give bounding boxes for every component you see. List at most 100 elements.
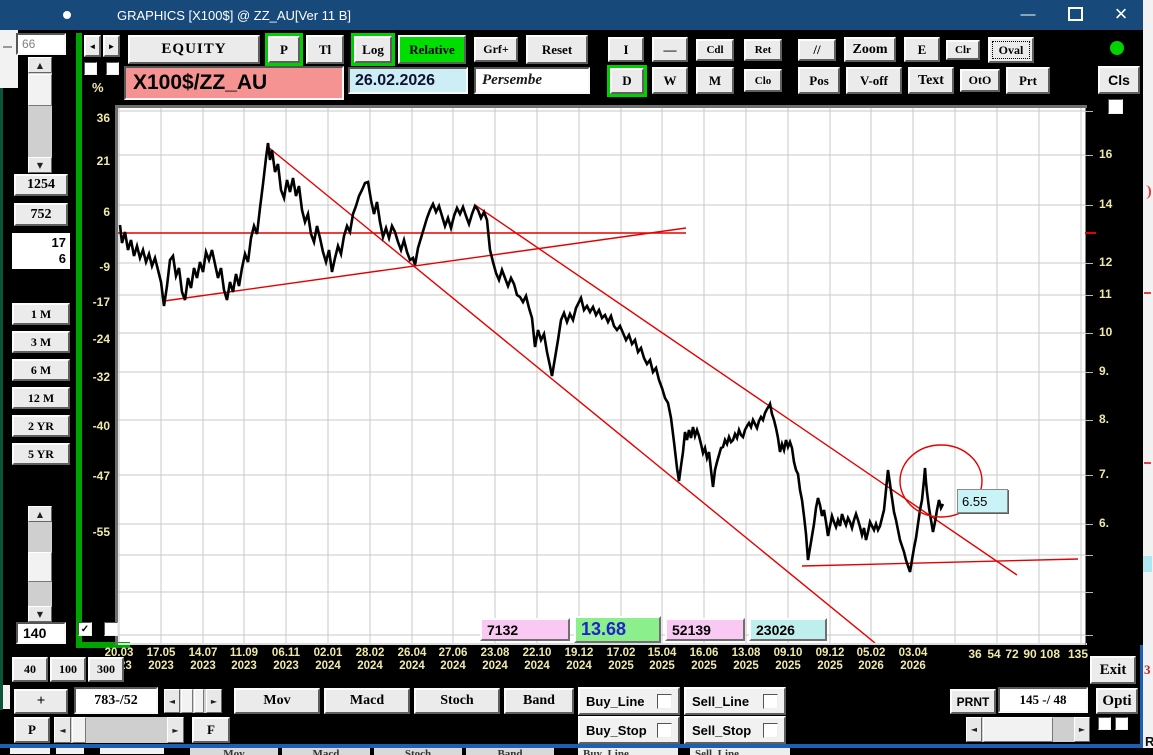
vertical-line-tool-button[interactable]: I [608, 37, 644, 62]
period-6m-button[interactable]: 6 M [12, 359, 70, 381]
scroll-right-button[interactable]: ► [206, 689, 222, 713]
up-arrow-icon: ▲ [36, 509, 44, 519]
next-arrow-button[interactable]: ► [103, 35, 120, 57]
axis-option-checkbox-2[interactable] [106, 62, 119, 75]
print-button[interactable]: Prt [1006, 67, 1050, 94]
counter-1254-button[interactable]: 1254 [14, 174, 68, 196]
price-chart-canvas[interactable] [118, 108, 1085, 644]
zoom-300-button[interactable]: 300 [88, 657, 124, 682]
sell-line-option[interactable]: Sell_Line [684, 687, 786, 715]
add-indicator-button[interactable]: + [14, 689, 68, 714]
scrollbar-segment[interactable] [181, 689, 193, 713]
counter-752-button[interactable]: 752 [14, 203, 68, 226]
period-1m-button[interactable]: 1 M [12, 303, 70, 325]
period-12m-button[interactable]: 12 M [12, 387, 70, 409]
prnt-button[interactable]: PRNT [950, 689, 996, 714]
background-band-button: Band [466, 747, 554, 755]
scroll-right-button[interactable]: ► [1074, 717, 1090, 742]
titlebar[interactable]: GRAPHICS [X100$] @ ZZ_AU[Ver 11 B] — × [0, 0, 1143, 30]
buy-line-option[interactable]: Buy_Line [578, 687, 680, 715]
opti-button[interactable]: Opti [1096, 688, 1138, 714]
close-button[interactable]: × [1114, 1, 1128, 26]
bars-count-field[interactable]: 140 [16, 622, 66, 644]
zoom-40-button[interactable]: 40 [12, 657, 48, 682]
parallel-tool-button[interactable]: // [798, 39, 836, 61]
scale-checkbox-checked[interactable]: ✓ [78, 622, 92, 636]
p-mode-button[interactable]: P [14, 717, 50, 743]
daily-button[interactable]: D [610, 68, 644, 94]
e-button[interactable]: E [904, 37, 940, 62]
scroll-left-button[interactable]: ◄ [54, 717, 71, 743]
scroll-left-button[interactable]: ◄ [966, 717, 982, 742]
horizontal-line-tool-button[interactable]: — [652, 37, 688, 62]
equity-button[interactable]: EQUITY [128, 35, 260, 64]
scrollbar-thumb[interactable] [983, 717, 1053, 742]
pos-button[interactable]: Pos [798, 67, 840, 94]
scrollbar-thumb[interactable] [72, 717, 86, 743]
scroll-up-button[interactable]: ▲ [28, 506, 52, 522]
oval-tool-button[interactable]: Oval [988, 37, 1034, 63]
scale-checkbox-unchecked[interactable] [104, 622, 118, 636]
macd-button[interactable]: Macd [324, 688, 410, 714]
zoom-100-button[interactable]: 100 [50, 657, 86, 682]
buy-stop-checkbox[interactable] [657, 722, 672, 738]
text-tool-button[interactable]: Text [908, 67, 954, 94]
minimize-button[interactable]: — [1020, 5, 1036, 23]
band-button[interactable]: Band [504, 688, 574, 714]
scroll-down-button[interactable]: ▼ [28, 157, 52, 173]
scroll-down-button[interactable]: ▼ [28, 606, 52, 622]
date-field[interactable]: 26.02.2026 [348, 67, 468, 94]
candle-button[interactable]: Cdl [696, 39, 734, 61]
mini-scrollbar[interactable]: ◄ ► [164, 689, 222, 713]
bottom-scrollbar[interactable]: ▲ ▼ [28, 506, 52, 622]
right-horizontal-scrollbar[interactable]: ◄ ► [966, 717, 1090, 742]
price-chart[interactable] [118, 108, 1085, 644]
mov-button[interactable]: Mov [234, 688, 320, 714]
scroll-up-button[interactable]: ▲ [28, 57, 52, 73]
scrollbar-thumb[interactable] [28, 552, 52, 582]
period-2yr-button[interactable]: 2 YR [12, 415, 70, 437]
footer-checkbox-2[interactable] [1115, 717, 1128, 730]
tl-button[interactable]: Tl [306, 35, 344, 64]
percent-axis-label: -32 [92, 370, 110, 384]
price-axis-tick [1085, 295, 1093, 296]
oto-button[interactable]: OtO [960, 69, 1000, 92]
symbol-box[interactable]: X100$/ZZ_AU [124, 66, 344, 100]
sell-stop-option[interactable]: Sell_Stop [684, 716, 786, 744]
maximize-button[interactable] [1055, 0, 1095, 28]
grf-plus-button[interactable]: Grf+ [474, 37, 518, 62]
exit-button[interactable]: Exit [1090, 656, 1136, 684]
cls-button[interactable]: Cls [1098, 66, 1140, 94]
buy-line-checkbox[interactable] [657, 693, 672, 709]
buy-stop-option[interactable]: Buy_Stop [578, 716, 680, 744]
p-button[interactable]: P [268, 36, 300, 63]
clr-button[interactable]: Clr [946, 40, 980, 60]
scrollbar-segment[interactable] [194, 689, 204, 713]
sell-line-checkbox[interactable] [763, 693, 778, 709]
zoom-button[interactable]: Zoom [844, 37, 896, 62]
horizontal-scrollbar[interactable]: ◄ ► [54, 717, 184, 743]
log-button[interactable]: Log [354, 36, 392, 63]
sell-stop-checkbox[interactable] [763, 722, 778, 738]
reset-button[interactable]: Reset [526, 35, 588, 64]
volume-off-button[interactable]: V-off [846, 67, 902, 94]
scroll-left-button[interactable]: ◄ [164, 689, 180, 713]
right-axis-checkbox[interactable] [1108, 99, 1123, 114]
footer-checkbox-1[interactable] [1098, 717, 1111, 730]
period-3m-button[interactable]: 3 M [12, 331, 70, 353]
weekly-button[interactable]: W [652, 67, 688, 94]
axis-option-checkbox-1[interactable] [84, 62, 97, 75]
right-arrow-icon: ► [172, 725, 179, 735]
period-5yr-button[interactable]: 5 YR [12, 443, 70, 465]
ret-button[interactable]: Ret [744, 39, 782, 61]
close-price-button[interactable]: Clo [744, 69, 782, 92]
stoch-button[interactable]: Stoch [414, 688, 500, 714]
scrollbar-thumb[interactable] [28, 74, 52, 106]
monthly-button[interactable]: M [696, 67, 734, 94]
prev-arrow-button[interactable]: ◄ [84, 35, 101, 57]
f-mode-button[interactable]: F [192, 717, 230, 743]
top-scrollbar[interactable]: ▲ ▼ [28, 57, 52, 173]
scroll-right-button[interactable]: ► [167, 717, 184, 743]
spin-count-field[interactable]: 66 [16, 33, 66, 55]
relative-button[interactable]: Relative [398, 35, 466, 64]
